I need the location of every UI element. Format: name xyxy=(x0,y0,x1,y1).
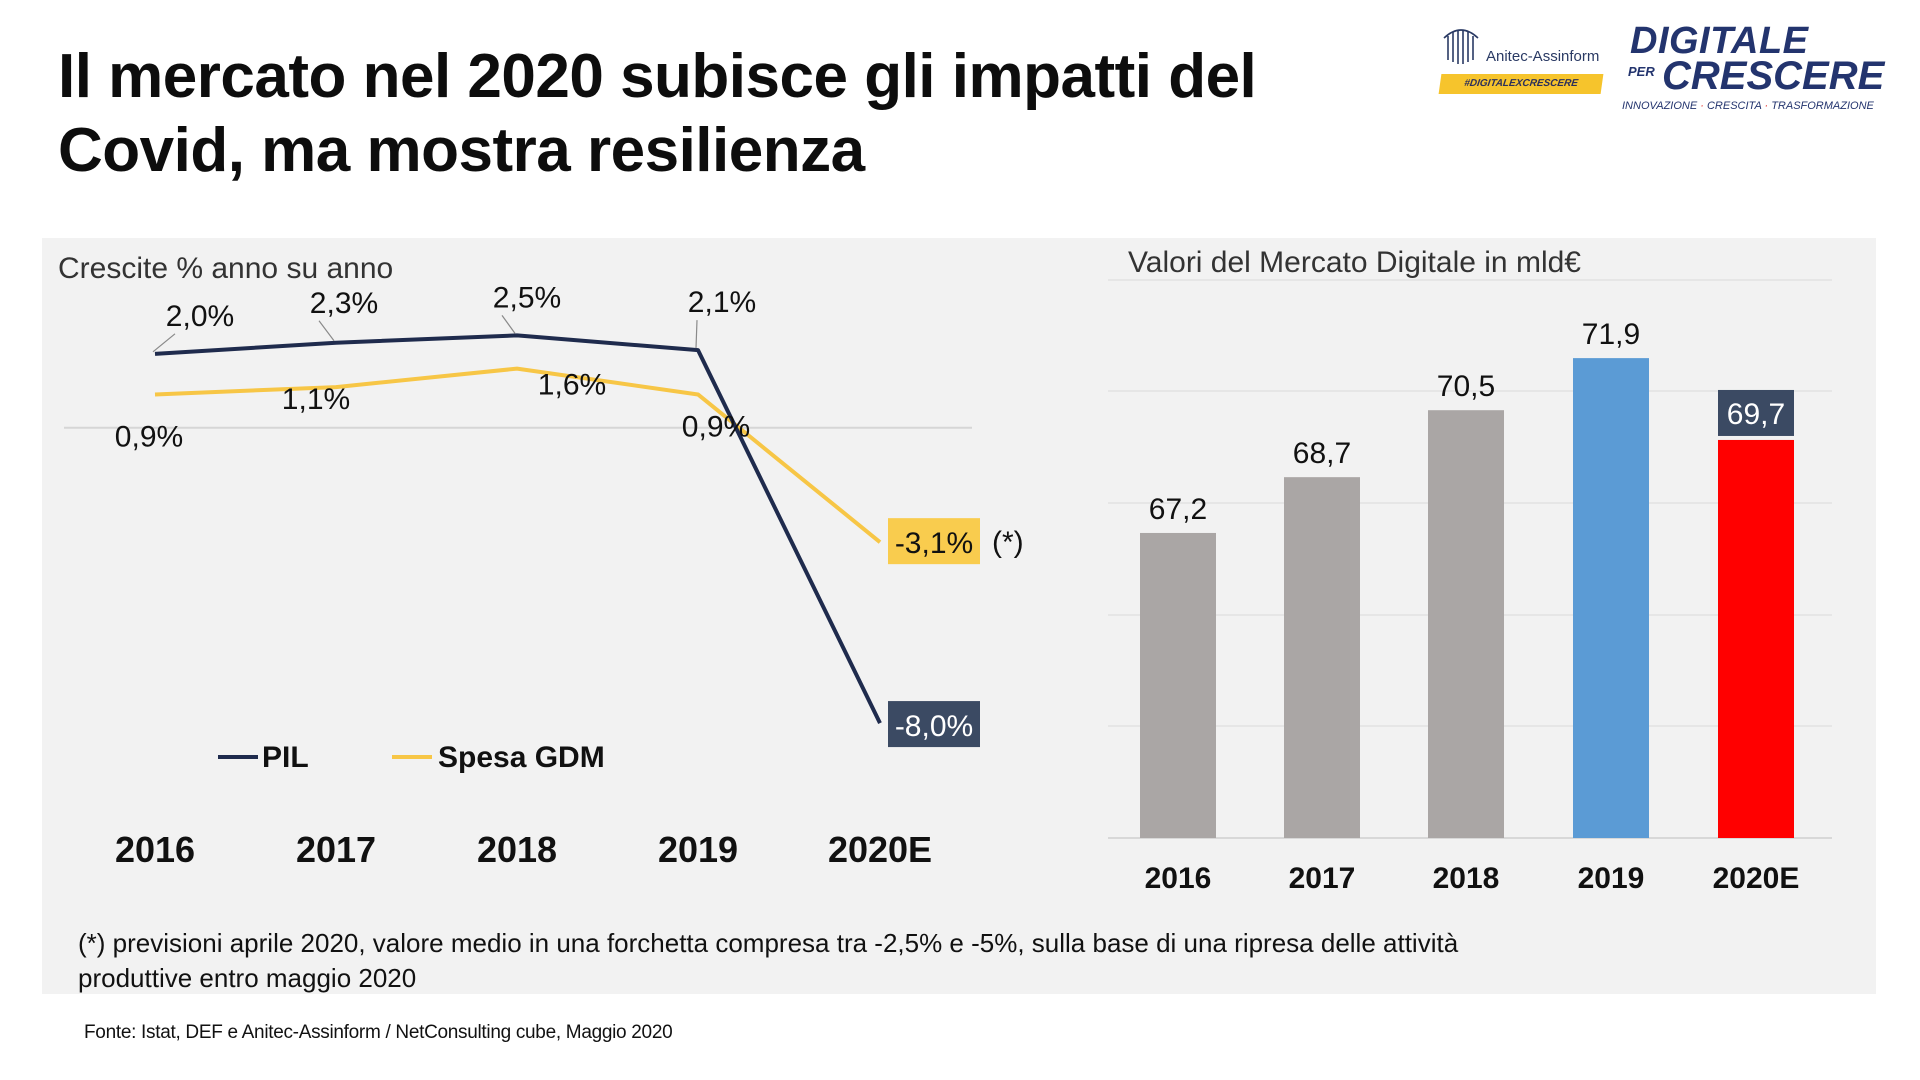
series-line-pil xyxy=(154,333,882,724)
source-note: Fonte: Istat, DEF e Anitec-Assinform / N… xyxy=(84,1022,673,1043)
pil-leader-2017 xyxy=(318,320,335,342)
growth-line-chart: Crescite % anno su anno 2,0% 2,3% 2,5% 2,1%… xyxy=(58,252,1024,870)
bar-2017 xyxy=(1284,477,1360,838)
bars-group: 67,2 68,7 70,5 71,9 69,7 xyxy=(1140,318,1794,838)
pil-leader-2019 xyxy=(695,320,698,349)
forecast-asterisk: (*) xyxy=(992,526,1024,559)
line-series-group xyxy=(154,333,882,724)
chart-panel xyxy=(42,238,1876,994)
bar-chart-title: Valori del Mercato Digitale in mld€ xyxy=(1128,246,1581,279)
pil-label-2019: 2,1% xyxy=(688,286,756,319)
gdm-label-2020E-box xyxy=(888,518,980,565)
gdm-label-2016: 0,9% xyxy=(115,420,183,453)
anitec-assinform-logo: Anitec-Assinform #DIGITALEXCRESCERE xyxy=(1436,20,1606,100)
bar-x-axis: 2016 2017 2018 2019 2020E xyxy=(1145,862,1800,895)
legend-gdm-label: Spesa GDM xyxy=(438,741,605,774)
forecast-footnote: (*) previsioni aprile 2020, valore medio… xyxy=(78,928,1459,993)
line-legend: PIL Spesa GDM xyxy=(218,741,605,774)
bar-2016 xyxy=(1140,532,1216,838)
pil-leader-2016 xyxy=(152,333,176,353)
logo-crescere: CRESCERE xyxy=(1662,54,1885,98)
bar-label-2019: 71,9 xyxy=(1582,318,1640,351)
line-tick-2016: 2016 xyxy=(115,829,195,870)
line-x-axis: 2016 2017 2018 2019 2020E xyxy=(115,829,932,870)
bar-2018 xyxy=(1428,410,1504,838)
bar-tick-2019: 2019 xyxy=(1578,862,1645,895)
line-tick-2019: 2019 xyxy=(658,829,738,870)
pil-label-2020E-box xyxy=(888,701,980,748)
bar-label-2020E: 69,7 xyxy=(1727,398,1785,431)
gdm-label-2020E: -3,1% xyxy=(895,527,973,560)
bar-tick-2018: 2018 xyxy=(1433,862,1500,895)
bar-tick-2016: 2016 xyxy=(1145,862,1212,895)
line-labels-group: 2,0% 2,3% 2,5% 2,1% 0,9% 1,1% 1,6% 0,9% -3,1% -8,… xyxy=(115,281,1024,748)
gdm-label-2019: 0,9% xyxy=(682,410,750,443)
line-tick-2020E: 2020E xyxy=(828,829,932,870)
series-line-spesa-gdm xyxy=(154,366,882,544)
bar-tick-2020E: 2020E xyxy=(1713,862,1800,895)
pil-label-2017: 2,3% xyxy=(310,287,378,320)
bar-2019 xyxy=(1573,358,1649,838)
bar-2020E xyxy=(1718,439,1794,838)
market-bar-chart: Valori del Mercato Digitale in mld€ 67,2… xyxy=(1108,246,1832,895)
logo-tagline: INNOVAZIONE · CRESCITA · TRASFORMAZIONE xyxy=(1622,100,1874,112)
logo-digitale: DIGITALE xyxy=(1630,20,1809,62)
bar-label-2020E-box xyxy=(1718,389,1794,436)
line-tick-2017: 2017 xyxy=(296,829,376,870)
line-tick-2018: 2018 xyxy=(477,829,557,870)
pil-label-2016: 2,0% xyxy=(166,300,234,333)
slide-title: Il mercato nel 2020 subisce gli impatti … xyxy=(58,42,1257,185)
pil-label-2020E: -8,0% xyxy=(895,710,973,743)
pil-label-2018: 2,5% xyxy=(493,281,561,314)
bar-tick-2017: 2017 xyxy=(1289,862,1356,895)
line-chart-title: Crescite % anno su anno xyxy=(58,252,393,285)
digitale-per-crescere-logo: DIGITALE PER CRESCERE INNOVAZIONE · CRES… xyxy=(1622,18,1904,118)
bar-label-2016: 67,2 xyxy=(1149,493,1207,526)
gdm-label-2017: 1,1% xyxy=(282,383,350,416)
bar-label-2017: 68,7 xyxy=(1293,437,1351,470)
bar-label-2018: 70,5 xyxy=(1437,370,1495,403)
anitec-assinform-name: Anitec-Assinform xyxy=(1486,48,1600,65)
logo-per: PER xyxy=(1628,64,1655,79)
confindustria-seal-icon xyxy=(1443,29,1479,64)
legend-pil-label: PIL xyxy=(262,741,309,774)
pil-leader-2018 xyxy=(501,315,516,334)
gdm-label-2018: 1,6% xyxy=(538,369,606,402)
